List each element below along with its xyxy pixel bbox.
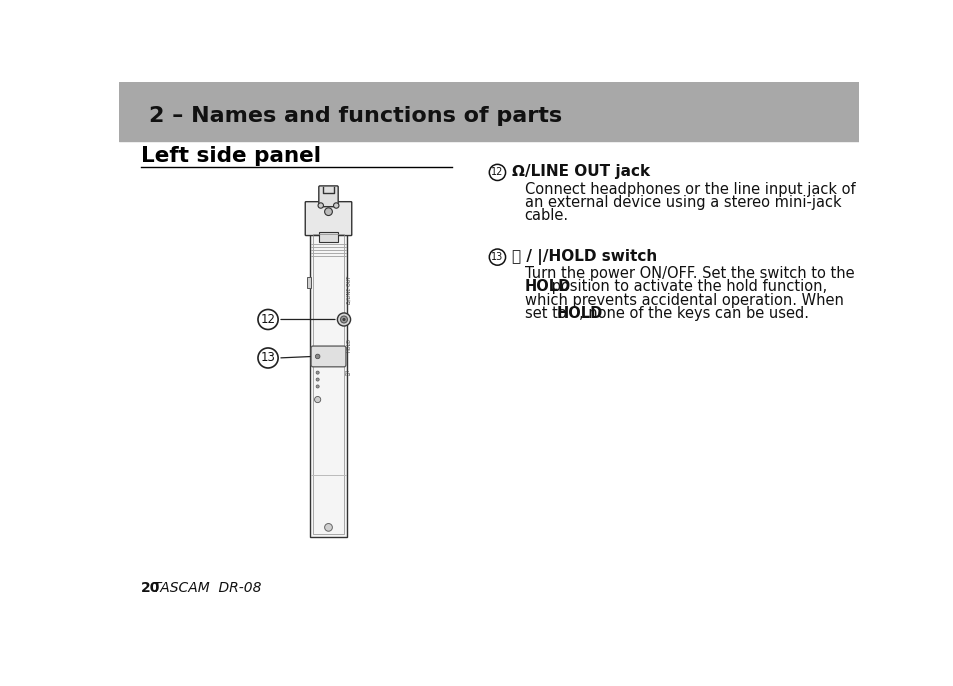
Text: Connect headphones or the line input jack of: Connect headphones or the line input jac… bbox=[524, 182, 854, 197]
Text: 2 – Names and functions of parts: 2 – Names and functions of parts bbox=[149, 106, 561, 126]
Circle shape bbox=[324, 523, 332, 531]
Bar bbox=[310, 231, 347, 536]
Text: an external device using a stereo mini-jack: an external device using a stereo mini-j… bbox=[524, 195, 841, 210]
Bar bbox=[119, 82, 858, 141]
Text: 13: 13 bbox=[491, 252, 503, 262]
Text: Left side panel: Left side panel bbox=[141, 146, 320, 167]
FancyBboxPatch shape bbox=[318, 186, 337, 206]
Circle shape bbox=[257, 348, 278, 368]
Text: TASCAM  DR-08: TASCAM DR-08 bbox=[153, 581, 261, 595]
Text: Turn the power ON/OFF. Set the switch to the: Turn the power ON/OFF. Set the switch to… bbox=[524, 266, 853, 281]
Circle shape bbox=[337, 313, 350, 326]
Text: 12: 12 bbox=[491, 167, 503, 178]
Circle shape bbox=[334, 203, 338, 209]
Bar bbox=[307, 277, 311, 288]
Circle shape bbox=[315, 385, 319, 388]
Circle shape bbox=[257, 309, 278, 329]
Circle shape bbox=[315, 354, 319, 359]
FancyBboxPatch shape bbox=[305, 202, 352, 235]
Text: ⏻ / |/HOLD switch: ⏻ / |/HOLD switch bbox=[512, 249, 657, 265]
Text: Ω/LINE OUT: Ω/LINE OUT bbox=[346, 276, 351, 304]
Circle shape bbox=[324, 208, 332, 215]
Text: ⏻/I: ⏻/I bbox=[346, 369, 351, 375]
Circle shape bbox=[315, 371, 319, 374]
Circle shape bbox=[342, 318, 345, 320]
Text: position to activate the hold function,: position to activate the hold function, bbox=[546, 279, 826, 294]
Circle shape bbox=[314, 397, 320, 403]
Text: Ω/LINE OUT jack: Ω/LINE OUT jack bbox=[512, 164, 650, 179]
Text: which prevents accidental operation. When: which prevents accidental operation. Whe… bbox=[524, 292, 842, 307]
Circle shape bbox=[489, 249, 505, 265]
FancyBboxPatch shape bbox=[311, 346, 346, 367]
Text: 13: 13 bbox=[260, 351, 275, 364]
Text: cable.: cable. bbox=[524, 208, 568, 223]
Text: 20: 20 bbox=[141, 581, 160, 595]
Circle shape bbox=[489, 165, 505, 180]
Bar bbox=[313, 234, 344, 534]
Circle shape bbox=[315, 378, 319, 381]
Circle shape bbox=[340, 316, 347, 323]
Text: HOLD: HOLD bbox=[346, 338, 351, 352]
Text: , none of the keys can be used.: , none of the keys can be used. bbox=[578, 306, 808, 320]
Text: set to: set to bbox=[524, 306, 570, 320]
Text: 12: 12 bbox=[260, 313, 275, 326]
Text: HOLD: HOLD bbox=[556, 306, 602, 320]
Text: HOLD: HOLD bbox=[524, 279, 570, 294]
Bar bbox=[319, 232, 337, 242]
Circle shape bbox=[317, 203, 323, 209]
